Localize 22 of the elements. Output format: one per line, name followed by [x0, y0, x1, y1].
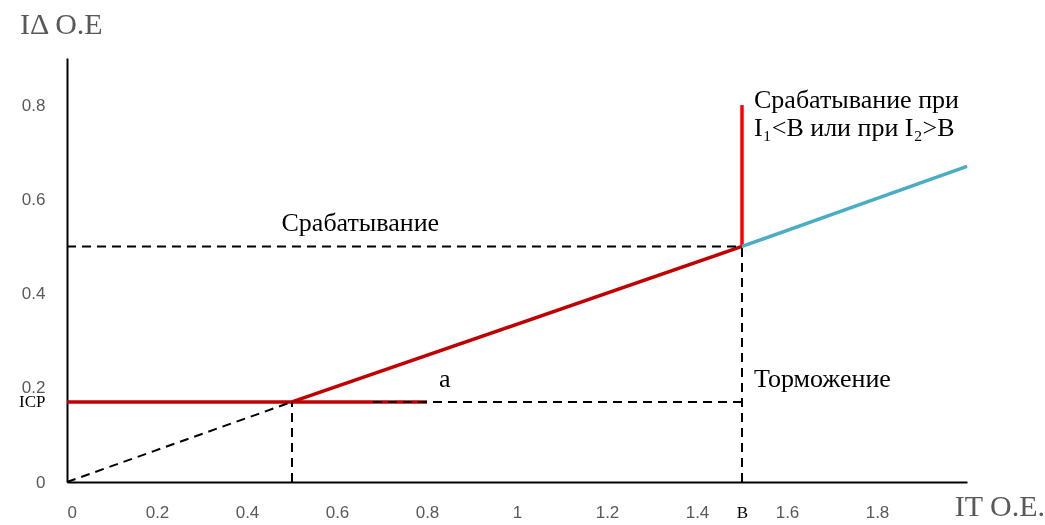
- annotation: a: [439, 363, 451, 393]
- y-tick-label: 0.6: [21, 189, 46, 209]
- annotation: Срабатывание при I₁<B или при I₂>B: [754, 85, 960, 143]
- x-tick-label: 0.8: [415, 502, 440, 522]
- x-axis-title: IT O.E.: [954, 489, 1045, 522]
- y-tick-label: 0: [36, 472, 46, 492]
- x-tick-label: B: [736, 502, 749, 522]
- annotation: Срабатывание: [281, 208, 440, 238]
- x-tick-label: 1.6: [775, 502, 800, 522]
- y-axis-title: IΔ O.E: [20, 7, 103, 40]
- x-tick-label: 0.6: [325, 502, 350, 522]
- y-tick-label: 0.8: [21, 95, 46, 115]
- x-tick-label: 1.2: [595, 502, 620, 522]
- x-tick-label: 1.4: [685, 502, 710, 522]
- x-tick-label: 0.4: [235, 502, 260, 522]
- x-tick-label: 0: [67, 502, 77, 522]
- x-tick-label: 0.2: [145, 502, 170, 522]
- x-tick-label: 1: [512, 502, 523, 522]
- y-tick-label: ICP: [19, 392, 46, 412]
- annotation: Торможение: [754, 363, 891, 393]
- x-tick-label: 1.8: [865, 502, 890, 522]
- y-tick-label: 0.4: [21, 284, 46, 304]
